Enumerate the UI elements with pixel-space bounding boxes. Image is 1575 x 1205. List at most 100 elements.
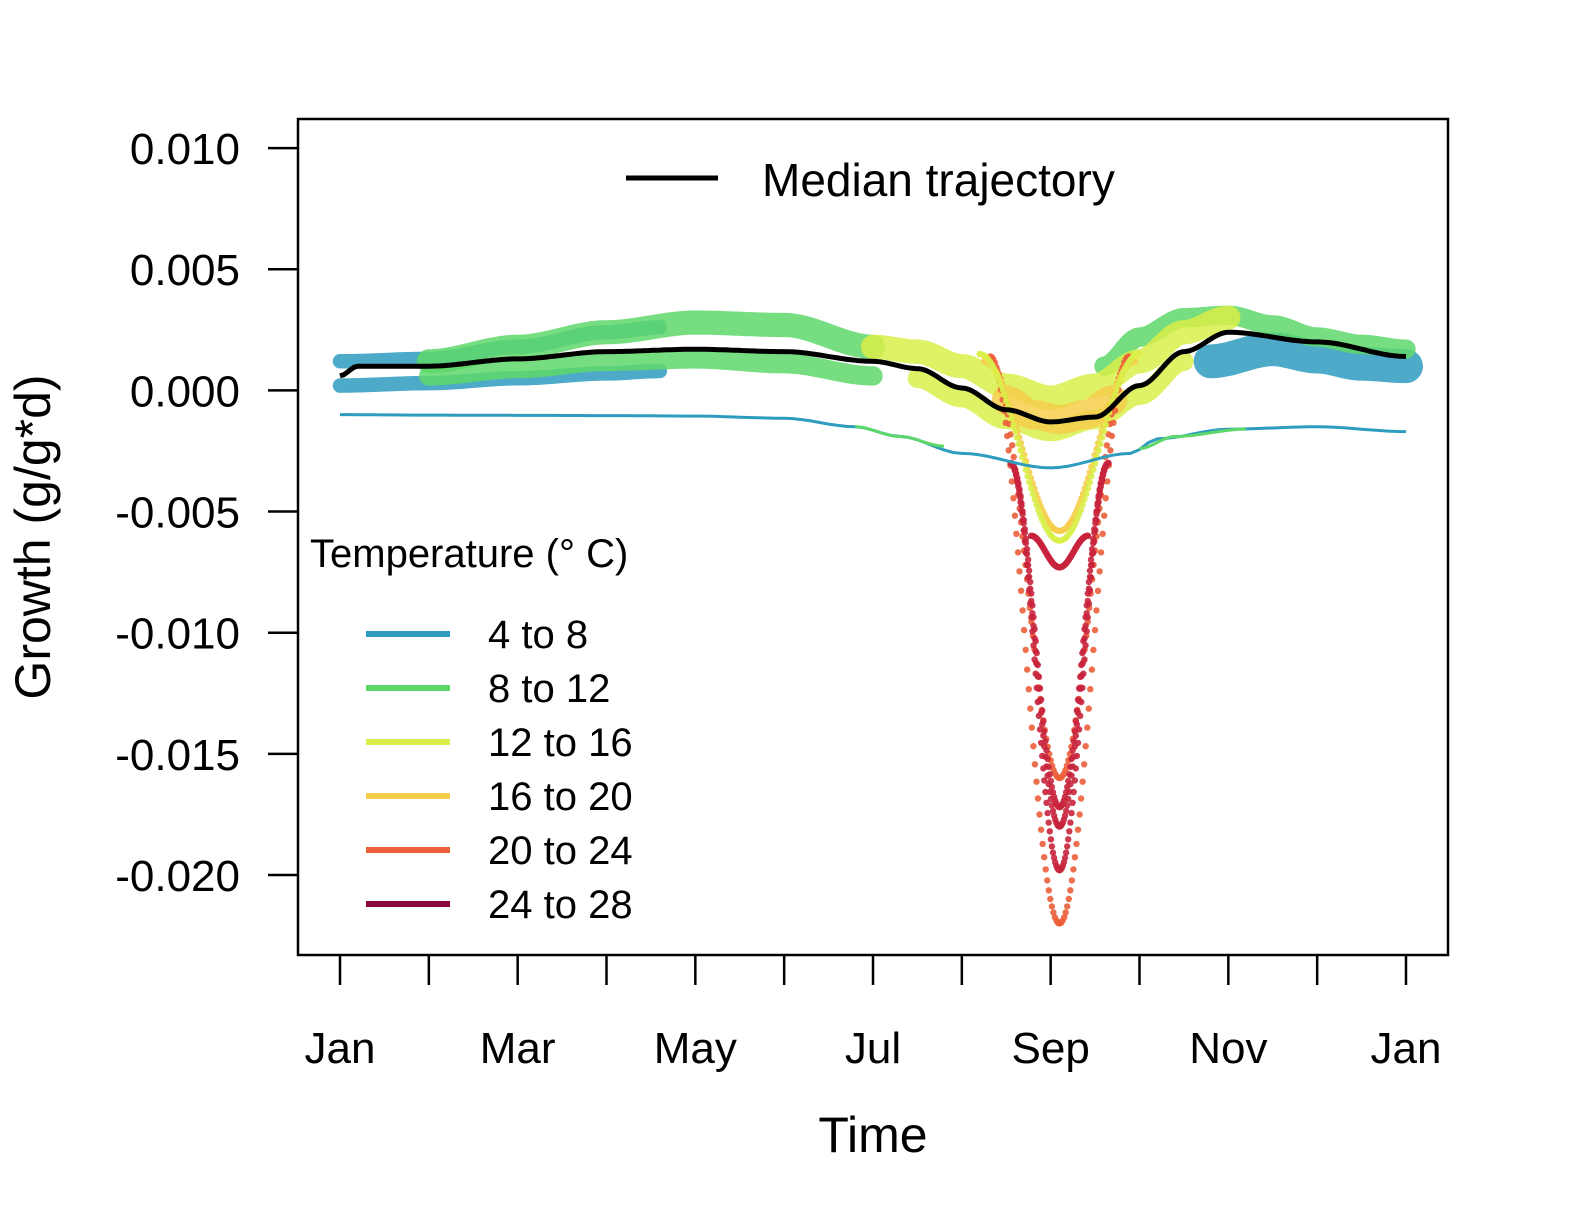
data-point [1107,447,1114,454]
data-point [1023,666,1031,673]
x-tick-label: Jul [845,1024,901,1073]
data-point [1095,492,1102,500]
data-point [1047,895,1054,903]
data-point [1028,724,1036,731]
data-point [1082,743,1089,750]
data-point [1099,434,1106,441]
data-point [1069,747,1076,754]
data-point [1102,421,1109,428]
median-legend: Median trajectory [626,154,1115,206]
data-point [1029,602,1036,609]
data-point [1087,562,1095,569]
data-point [1025,567,1033,574]
data-point [1070,737,1077,745]
data-point [1030,614,1037,621]
y-tick-label: 0.005 [130,246,240,295]
legend-label: 20 to 24 [488,829,633,873]
data-point [1027,705,1034,712]
data-point [1031,761,1039,768]
data-point [1016,568,1023,575]
data-point [1085,578,1093,586]
data-point [1011,427,1019,435]
data-point [1041,728,1048,735]
data-point [1094,587,1102,594]
data-point [1047,836,1055,843]
data-point [1062,909,1069,916]
data-point [1079,778,1086,785]
data-point [1084,485,1092,492]
data-point [1096,486,1103,493]
data-point [1043,799,1050,806]
x-tick-label: May [654,1024,737,1073]
data-point [1049,849,1057,856]
data-point [1046,771,1054,778]
data-point [1016,486,1023,493]
data-point [1029,490,1037,498]
data-point [1045,763,1052,771]
data-point [1076,811,1083,818]
data-point [1007,431,1014,438]
data-point [1037,696,1045,703]
data-point [1079,649,1086,657]
temperature-legend: Temperature (° C) 4 to 8 8 to 12 12 to 16 1… [310,532,633,927]
data-point [1064,843,1071,850]
data-point [1065,836,1072,843]
data-point [1097,440,1104,448]
data-point [1062,807,1070,815]
data-point [1086,573,1094,580]
data-point [1070,866,1077,873]
line-8-to-12-low-line-segment [855,425,945,448]
data-point [1030,743,1037,750]
data-point [999,386,1006,394]
data-point [1073,707,1081,714]
data-point [1066,771,1073,778]
data-point [1088,473,1095,480]
data-point [1047,777,1055,785]
data-point [1010,421,1017,428]
data-point [1022,646,1029,654]
data-point [1099,530,1106,537]
data-point [1041,854,1048,861]
data-point [1084,724,1091,731]
data-point [997,381,1005,389]
data-point [1078,661,1085,669]
data-point [1009,442,1016,449]
data-point [1083,602,1090,609]
data-point [1044,755,1051,763]
data-point [1103,442,1111,449]
data-point [1090,646,1097,654]
data-point [1021,526,1028,533]
dip-24-to-28-mid [1007,459,1112,830]
legend-label: 16 to 20 [488,775,633,819]
dip-24-to-28-upper [1007,459,1112,811]
data-point [1015,440,1022,448]
data-point [1022,466,1029,474]
data-point [1033,501,1040,508]
data-point [1036,685,1044,692]
data-point [1084,590,1092,597]
data-point [1041,777,1048,784]
data-point [1064,783,1071,791]
y-tick-label: 0.010 [130,125,240,174]
data-point [1019,453,1026,461]
x-axis: Jan Mar May Jul Sep Nov Jan [305,955,1441,1073]
data-point [1074,696,1082,703]
y-tick-label: -0.020 [115,852,240,901]
data-point [1024,562,1032,569]
data-point [1018,500,1025,507]
data-point [1027,585,1034,592]
data-point [1034,795,1042,802]
data-point [1031,625,1038,633]
legend-label: 4 to 8 [488,613,588,657]
data-point [1086,479,1094,486]
data-point [1020,626,1028,634]
data-point [1061,854,1069,862]
legend-label: 8 to 12 [488,667,610,711]
data-point [1090,466,1097,474]
data-point [1017,447,1024,454]
data-point [1042,737,1049,745]
data-bands [332,305,1423,442]
data-point [1097,549,1105,556]
data-point [1024,473,1031,480]
